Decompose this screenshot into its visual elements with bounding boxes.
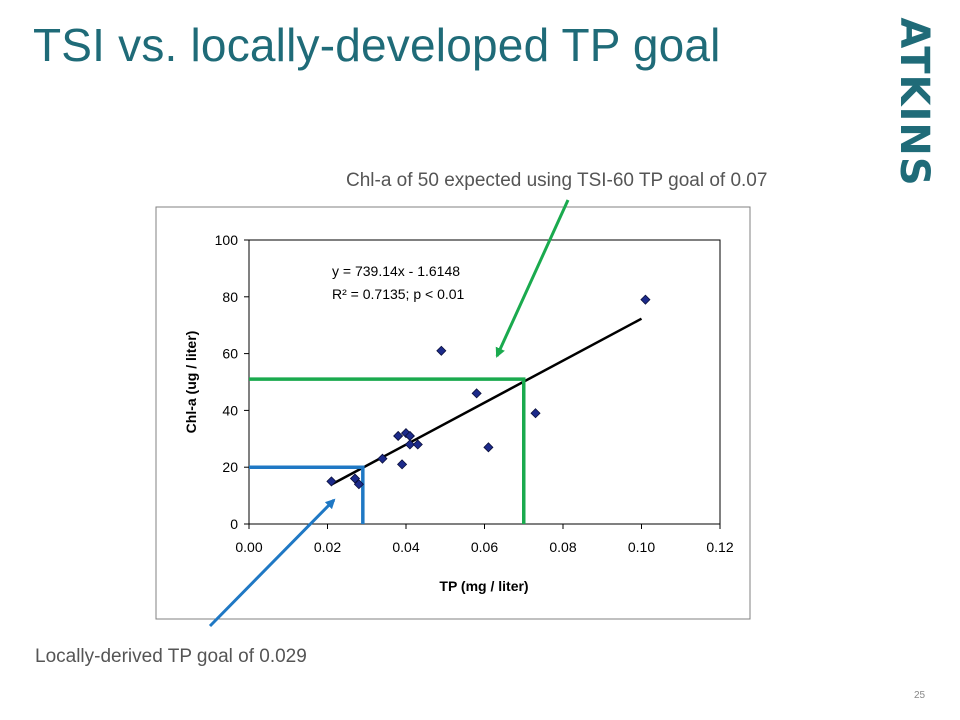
arrow-local-goal (208, 498, 336, 628)
data-point (436, 345, 447, 356)
x-tick-label: 0.02 (314, 539, 341, 555)
data-point (404, 439, 415, 450)
data-point (412, 439, 423, 450)
x-tick-label: 0.00 (235, 539, 262, 555)
x-axis-label: TP (mg / liter) (439, 578, 528, 594)
reference-line (249, 377, 526, 524)
y-tick-label: 0 (230, 516, 238, 532)
y-tick-label: 20 (222, 459, 238, 475)
data-point (393, 430, 404, 442)
y-axis-label: Chl-a (ug / liter) (183, 331, 199, 434)
data-point (353, 479, 364, 490)
annotation-local-goal: Locally-derived TP goal of 0.029 (35, 646, 307, 667)
x-tick-label: 0.12 (706, 539, 733, 555)
data-point (483, 442, 494, 453)
reference-line (249, 465, 365, 524)
slide-number: 25 (914, 690, 926, 701)
arrow-tsi-goal (495, 199, 570, 358)
annotation-tsi-goal: Chl-a of 50 expected using TSI-60 TP goa… (346, 170, 768, 191)
y-tick-label: 60 (222, 346, 238, 362)
plot-area (248, 239, 721, 525)
y-tick-label: 40 (222, 402, 238, 418)
data-point (377, 453, 388, 464)
regression-stats: R² = 0.7135; p < 0.01 (332, 286, 465, 302)
y-tick-label: 100 (215, 232, 239, 248)
x-tick-label: 0.04 (392, 539, 419, 555)
data-point (349, 473, 361, 484)
data-point (640, 294, 651, 305)
slide-title: TSI vs. locally-developed TP goal (33, 19, 721, 71)
regression-equation: y = 739.14x - 1.6148 (332, 263, 460, 279)
x-tick-label: 0.06 (471, 539, 498, 555)
y-tick-label: 80 (222, 289, 238, 305)
data-point (530, 408, 541, 419)
x-tick-label: 0.08 (549, 539, 576, 555)
x-tick-label: 0.10 (628, 539, 655, 555)
data-point (326, 476, 337, 487)
data-point (397, 459, 408, 470)
data-point (471, 388, 482, 399)
